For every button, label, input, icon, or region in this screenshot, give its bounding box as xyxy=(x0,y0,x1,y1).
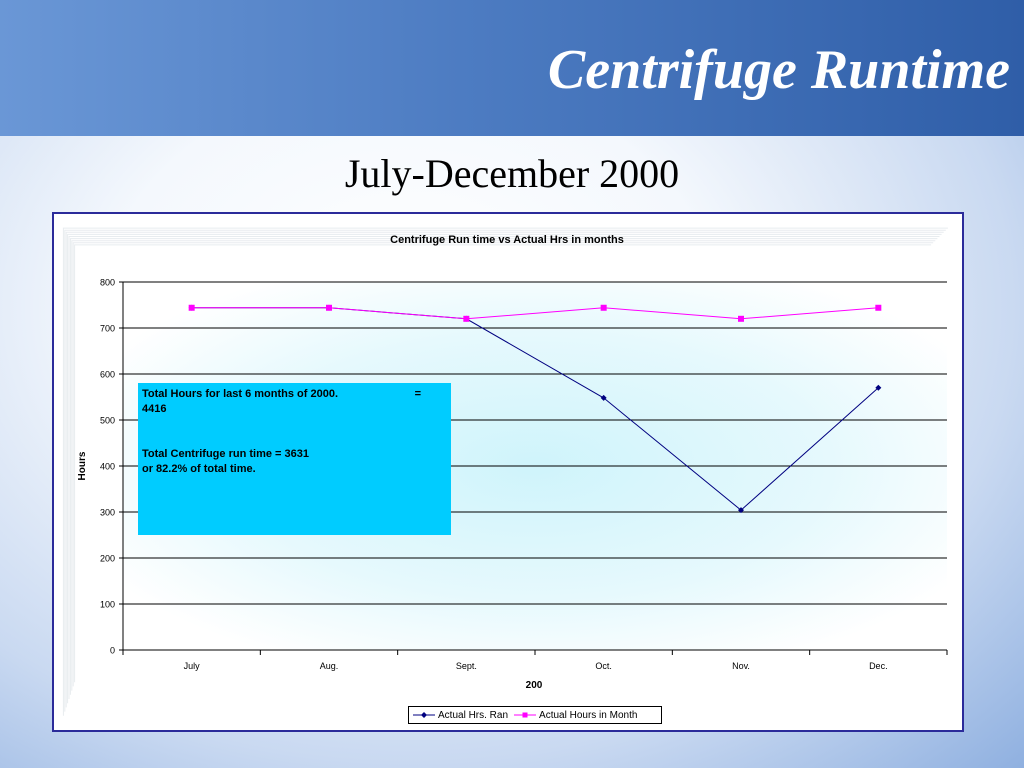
y-axis-label: Hours xyxy=(77,451,88,480)
chart-title: Centrifuge Run time vs Actual Hrs in mon… xyxy=(390,234,624,246)
diamond-marker-icon xyxy=(413,712,435,718)
background-stripe xyxy=(72,242,934,687)
background-stripe xyxy=(65,231,944,708)
slide-subtitle: July-December 2000 xyxy=(344,151,680,196)
summary-annotation: Total Hours for last 6 months of 2000. =… xyxy=(138,383,451,535)
background-stripe xyxy=(71,240,936,691)
data-point-square xyxy=(738,315,744,322)
data-point-diamond xyxy=(600,394,607,401)
data-point-square xyxy=(188,304,195,311)
annotation-line1: Total Hours for last 6 months of 2000. xyxy=(142,388,338,400)
data-point-diamond xyxy=(875,384,882,391)
chart-legend: Actual Hrs. Ran Actual Hours in Month xyxy=(408,706,662,724)
x-tick-label: Sept. xyxy=(456,661,477,671)
series-line xyxy=(191,307,879,320)
title-bar: Centrifuge Runtime xyxy=(0,0,1024,136)
legend-item-actual-hours-in-month: Actual Hours in Month xyxy=(514,710,637,721)
y-tick-label: 0 xyxy=(110,646,115,656)
y-tick-label: 500 xyxy=(100,416,115,426)
background-stripe xyxy=(62,227,948,716)
y-tick-label: 200 xyxy=(100,554,115,564)
annotation-line3: Total Centrifuge run time = 3631 xyxy=(142,448,309,460)
square-marker-icon xyxy=(514,712,537,718)
x-tick-label: Nov. xyxy=(732,661,750,671)
background-stripe xyxy=(68,236,940,699)
annotation-line2: 4416 xyxy=(142,403,167,415)
background-stripe xyxy=(74,244,932,683)
data-point-square xyxy=(463,315,470,322)
data-point-square xyxy=(600,304,607,311)
x-axis-label: 200 xyxy=(526,680,543,691)
y-tick-label: 400 xyxy=(100,462,115,472)
slide-title: Centrifuge Runtime xyxy=(547,39,1010,101)
data-point-diamond xyxy=(738,507,744,514)
background-stripe xyxy=(64,229,946,712)
y-tick-label: 600 xyxy=(100,370,115,380)
annotation-line1-suffix: = xyxy=(414,388,421,400)
data-point-square xyxy=(326,304,332,311)
legend-item-actual-hrs-ran: Actual Hrs. Ran xyxy=(413,710,508,721)
y-tick-label: 700 xyxy=(100,324,115,334)
legend-label: Actual Hours in Month xyxy=(539,709,638,721)
y-tick-label: 800 xyxy=(100,278,115,288)
x-tick-label: July xyxy=(184,661,201,671)
y-tick-label: 100 xyxy=(100,600,115,610)
y-tick-label: 300 xyxy=(100,508,115,518)
x-tick-label: Oct. xyxy=(595,661,612,671)
annotation-line4: or 82.2% of total time. xyxy=(142,463,256,475)
legend-label: Actual Hrs. Ran xyxy=(438,709,509,721)
data-point-square xyxy=(875,304,882,311)
background-stripe xyxy=(69,238,938,695)
x-tick-label: Aug. xyxy=(320,661,339,671)
background-stripe xyxy=(67,233,942,704)
x-tick-label: Dec. xyxy=(869,661,888,671)
